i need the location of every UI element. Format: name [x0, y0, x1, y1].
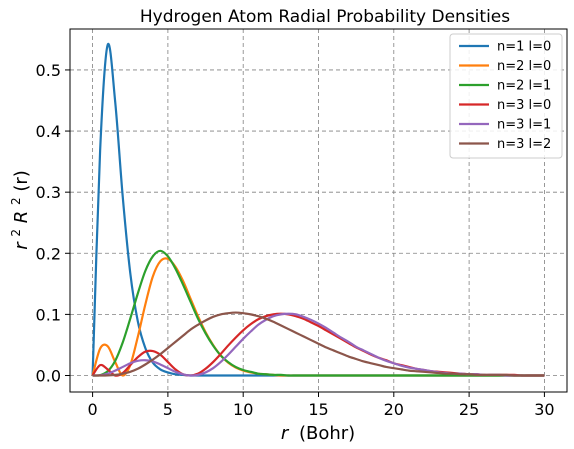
x-tick-label: 30: [534, 400, 554, 419]
y-axis-label: r 2 R 2 (r): [4, 170, 32, 250]
y-label-sup2: 2: [9, 197, 23, 205]
legend-label-6: n=3 l=2: [497, 137, 551, 152]
x-tick-label: 5: [163, 400, 173, 419]
legend: n=1 l=0 n=2 l=0 n=2 l=1 n=3 l=0 n=3 l=1 n=3 l…: [449, 33, 563, 159]
series-layer: [91, 42, 545, 377]
y-tick-label: 0.5: [36, 61, 61, 80]
y-tick-label: 0.1: [36, 305, 61, 324]
legend-label-1: n=1 l=0: [497, 40, 551, 55]
x-axis-var: r: [281, 423, 290, 444]
legend-label-3: n=2 l=1: [497, 79, 551, 94]
x-tick-label: 20: [384, 400, 404, 419]
x-axis-unit: (Bohr): [299, 423, 355, 444]
chart-title: Hydrogen Atom Radial Probability Densiti…: [140, 7, 510, 27]
x-tick-label: 15: [308, 400, 328, 419]
y-label-base: r: [11, 241, 32, 250]
legend-label-4: n=3 l=0: [497, 98, 551, 113]
y-label-sup1: 2: [9, 229, 23, 237]
y-label-tail: (r): [11, 170, 32, 191]
y-label-mid: R: [11, 211, 32, 224]
x-tick-label: 25: [459, 400, 479, 419]
legend-label-2: n=2 l=0: [497, 59, 551, 74]
series-line-3: [92, 249, 545, 377]
x-tick-label: 0: [87, 400, 97, 419]
y-tick-label: 0.2: [36, 244, 61, 263]
y-tick-label: 0.3: [36, 183, 61, 202]
x-tick-label: 10: [233, 400, 253, 419]
y-tick-label: 0.0: [36, 367, 61, 386]
y-tick-label: 0.4: [36, 122, 61, 141]
x-axis-label: r (Bohr): [281, 423, 355, 444]
tick-layer: 0 5 10 15 20 25 30 0.0 0.1 0.2 0.3 0.4 0.5: [36, 61, 555, 419]
legend-label-5: n=3 l=1: [497, 118, 551, 133]
series-line-6: [92, 311, 545, 377]
